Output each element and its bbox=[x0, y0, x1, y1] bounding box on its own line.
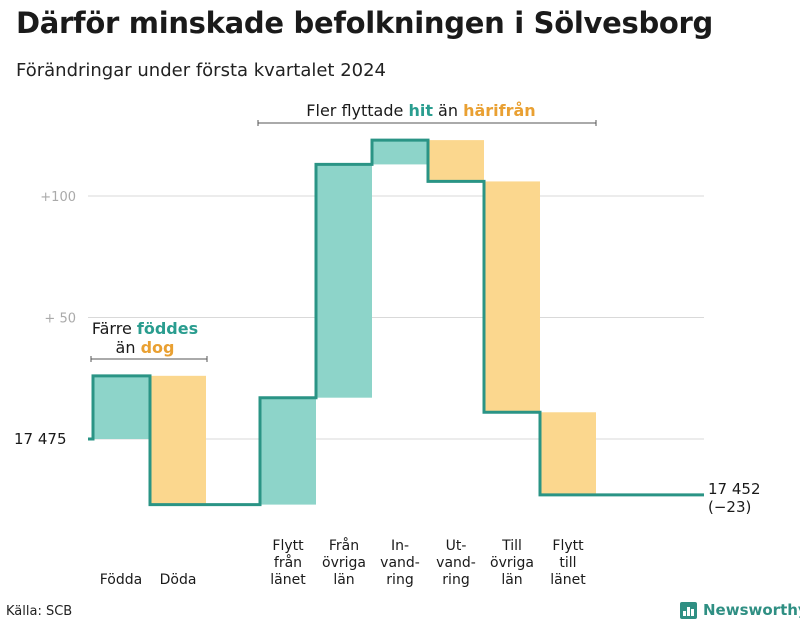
x-category-label: Födda bbox=[100, 572, 142, 588]
x-category-label: Flytt från länet bbox=[270, 538, 306, 588]
newsworthy-logo: Newsworthy bbox=[680, 601, 800, 619]
x-category-label: Ut-vand-ring bbox=[436, 538, 476, 588]
waterfall-bar bbox=[93, 375, 149, 439]
x-category-label: Till övriga län bbox=[490, 538, 534, 588]
logo-text: Newsworthy bbox=[703, 601, 800, 619]
waterfall-bar bbox=[372, 140, 428, 165]
x-category-label: In-vand-ring bbox=[380, 538, 420, 588]
chart-title: Därför minskade befolkningen i Sölvesbor… bbox=[16, 6, 713, 40]
x-category-label: Döda bbox=[160, 572, 197, 588]
waterfall-bar bbox=[150, 375, 206, 505]
end-value-label: 17 452 bbox=[708, 480, 761, 498]
source-note: Källa: SCB bbox=[6, 604, 73, 619]
chart-subtitle: Förändringar under första kvartalet 2024 bbox=[16, 60, 387, 81]
step-line bbox=[88, 138, 704, 507]
annotation-birth-death: Färre föddes bbox=[92, 319, 198, 338]
newsworthy-logo-icon bbox=[680, 601, 697, 619]
waterfall-bar bbox=[484, 181, 540, 413]
start-value-label: 17 475 bbox=[14, 430, 67, 448]
annotation-birth-death-line2: än dog bbox=[116, 338, 175, 357]
x-category-label: Från övriga län bbox=[322, 537, 366, 588]
waterfall-bar bbox=[316, 164, 372, 398]
waterfall-bar bbox=[540, 412, 596, 495]
y-tick-label: +100 bbox=[40, 190, 76, 205]
waterfall-bar bbox=[428, 140, 484, 182]
waterfall-bar bbox=[260, 397, 316, 505]
end-change-label: (−23) bbox=[708, 498, 751, 516]
annotation-migration: Fler flyttade hit än härifrån bbox=[306, 101, 535, 120]
y-tick-label: + 50 bbox=[44, 312, 76, 327]
x-category-label: Flytt till länet bbox=[550, 538, 586, 588]
